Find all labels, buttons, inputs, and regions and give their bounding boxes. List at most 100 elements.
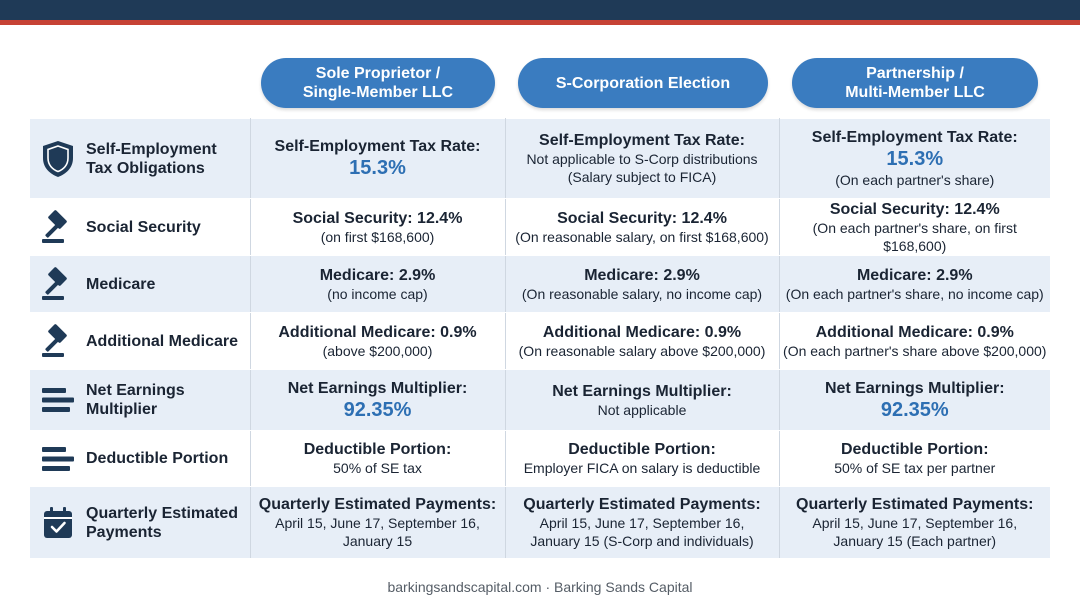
table-row: Deductible Portion Deductible Portion: 5… — [30, 430, 1050, 487]
cell-detail: January 15 (Each partner) — [833, 533, 997, 549]
table-row: Self-Employment Tax Obligations Self-Emp… — [30, 118, 1050, 199]
cell-s-corporation: Self-Employment Tax Rate: Not applicable… — [505, 118, 780, 199]
column-header-s-corporation: S-Corporation Election — [518, 58, 768, 108]
footer-attribution: barkingsandscapital.com · Barking Sands … — [387, 579, 693, 595]
cell-title: Net Earnings Multiplier: — [552, 382, 732, 400]
column-header-line1: Sole Proprietor / — [315, 65, 441, 82]
table-row: Social Security Social Security: 12.4% (… — [30, 198, 1050, 256]
cell-s-corporation: Medicare: 2.9% (On reasonable salary, no… — [505, 255, 780, 313]
row-label-cell: Deductible Portion — [30, 430, 251, 487]
cell-partnership: Self-Employment Tax Rate: 15.3% (On each… — [779, 118, 1050, 199]
cell-sole-proprietor: Self-Employment Tax Rate: 15.3% — [250, 118, 506, 199]
accent-stripe — [0, 20, 1080, 25]
row-label-cell: Quarterly Estimated Payments — [30, 486, 251, 559]
cell-title: Net Earnings Multiplier: — [287, 379, 468, 397]
row-label-cell: Additional Medicare — [30, 312, 251, 370]
cell-s-corporation: Additional Medicare: 0.9% (On reasonable… — [505, 312, 780, 370]
cell-detail: 50% of SE tax per partner — [834, 460, 996, 476]
cell-title: Medicare: 2.9% — [319, 266, 436, 284]
column-header-partnership: Partnership / Multi-Member LLC — [792, 58, 1038, 108]
cell-partnership: Quarterly Estimated Payments: April 15, … — [779, 486, 1050, 559]
cell-detail: 50% of SE tax — [333, 460, 422, 476]
cell-s-corporation: Social Security: 12.4% (On reasonable sa… — [505, 198, 780, 256]
cell-s-corporation: Net Earnings Multiplier: Not applicable — [505, 369, 780, 431]
gavel-icon — [38, 264, 78, 304]
column-header-line1: Partnership / — [866, 65, 964, 82]
cell-title: Medicare: 2.9% — [856, 266, 973, 284]
row-label: Self-Employment Tax Obligations — [86, 140, 217, 177]
cell-detail: April 15, June 17, September 16, — [539, 515, 745, 531]
cell-sole-proprietor: Quarterly Estimated Payments: April 15, … — [250, 486, 506, 559]
row-label: Additional Medicare — [86, 332, 239, 350]
cell-partnership: Deductible Portion: 50% of SE tax per pa… — [779, 430, 1050, 487]
row-label: Quarterly Estimated Payments — [86, 504, 239, 541]
cell-title: Deductible Portion: — [568, 441, 716, 458]
cell-detail: (Salary subject to FICA) — [567, 169, 717, 185]
cell-s-corporation: Quarterly Estimated Payments: April 15, … — [505, 486, 780, 559]
shield-icon — [38, 139, 78, 179]
cell-partnership: Additional Medicare: 0.9% (On each partn… — [779, 312, 1050, 370]
cell-title: Quarterly Estimated Payments: — [258, 496, 497, 513]
cell-title: Quarterly Estimated Payments: — [523, 496, 761, 513]
cell-detail: Employer FICA on salary is deductible — [523, 460, 761, 476]
cell-title: Additional Medicare: 0.9% — [815, 323, 1014, 341]
column-header-line2: Single-Member LLC — [302, 84, 454, 101]
cell-detail: January 15 (S-Corp and individuals) — [530, 533, 754, 549]
gavel-icon — [38, 321, 78, 361]
row-label: Deductible Portion — [86, 450, 229, 467]
cell-detail: (on first $168,600) — [320, 228, 435, 245]
cell-sole-proprietor: Net Earnings Multiplier: 92.35% — [250, 369, 506, 431]
cell-title: Self-Employment Tax Rate: — [539, 132, 745, 149]
cell-rate: 15.3% — [886, 148, 944, 170]
cell-sole-proprietor: Social Security: 12.4% (on first $168,60… — [250, 198, 506, 256]
cell-title: Social Security: 12.4% — [829, 200, 1000, 218]
top-banner — [0, 0, 1080, 20]
cell-title: Social Security: 12.4% — [292, 209, 463, 227]
cell-detail: (On reasonable salary, no income cap) — [521, 285, 763, 302]
cell-s-corporation: Deductible Portion: Employer FICA on sal… — [505, 430, 780, 487]
cell-detail: (On each partner's share) — [835, 172, 995, 188]
cell-rate: 15.3% — [349, 157, 406, 179]
cell-detail: January 15 — [342, 533, 413, 549]
cell-rate: 92.35% — [343, 398, 412, 421]
row-label: Medicare — [86, 275, 156, 293]
cell-rate: 92.35% — [880, 398, 949, 421]
cell-detail: April 15, June 17, September 16, — [812, 515, 1018, 531]
cell-detail: April 15, June 17, September 16, — [275, 515, 480, 531]
table-row: Quarterly Estimated Payments Quarterly E… — [30, 486, 1050, 559]
cell-sole-proprietor: Medicare: 2.9% (no income cap) — [250, 255, 506, 313]
cell-detail: (no income cap) — [327, 285, 428, 302]
cell-title: Deductible Portion: — [840, 441, 989, 458]
cell-sole-proprietor: Additional Medicare: 0.9% (above $200,00… — [250, 312, 506, 370]
cell-title: Social Security: 12.4% — [557, 209, 727, 227]
cell-detail: (On reasonable salary above $200,000) — [518, 342, 766, 359]
table-row: Net Earnings Multiplier Net Earnings Mul… — [30, 369, 1050, 431]
cell-title: Medicare: 2.9% — [584, 266, 700, 284]
calendar-icon — [38, 503, 78, 543]
row-label-cell: Self-Employment Tax Obligations — [30, 118, 251, 199]
gavel-icon — [38, 207, 78, 247]
cell-title: Additional Medicare: 0.9% — [542, 323, 742, 341]
cell-title: Quarterly Estimated Payments: — [796, 496, 1034, 513]
column-header-line1: S-Corporation Election — [555, 74, 731, 92]
row-label: Net Earnings Multiplier — [86, 382, 185, 418]
cell-sole-proprietor: Deductible Portion: 50% of SE tax — [250, 430, 506, 487]
cell-detail: (above $200,000) — [322, 342, 433, 359]
cell-detail: (On each partner's share, on first $168,… — [812, 219, 1017, 254]
table-row: Medicare Medicare: 2.9% (no income cap) … — [30, 255, 1050, 313]
row-label-cell: Medicare — [30, 255, 251, 313]
cell-partnership: Medicare: 2.9% (On each partner's share,… — [779, 255, 1050, 313]
row-label: Social Security — [86, 218, 201, 236]
column-header-line2: Multi-Member LLC — [845, 84, 985, 101]
cell-partnership: Net Earnings Multiplier: 92.35% — [779, 369, 1050, 431]
cell-title: Self-Employment Tax Rate: — [274, 138, 481, 155]
row-label-cell: Social Security — [30, 198, 251, 256]
comparison-table: Self-Employment Tax Obligations Self-Emp… — [30, 118, 1050, 559]
cell-title: Additional Medicare: 0.9% — [278, 323, 477, 341]
cell-detail: (On each partner's share above $200,000) — [783, 342, 1047, 359]
cell-detail: (On reasonable salary, on first $168,600… — [515, 228, 769, 245]
cell-title: Net Earnings Multiplier: — [824, 379, 1005, 397]
cell-title: Deductible Portion: — [303, 441, 452, 458]
column-header-sole-proprietor: Sole Proprietor / Single-Member LLC — [261, 58, 495, 108]
cell-title: Self-Employment Tax Rate: — [811, 129, 1018, 146]
